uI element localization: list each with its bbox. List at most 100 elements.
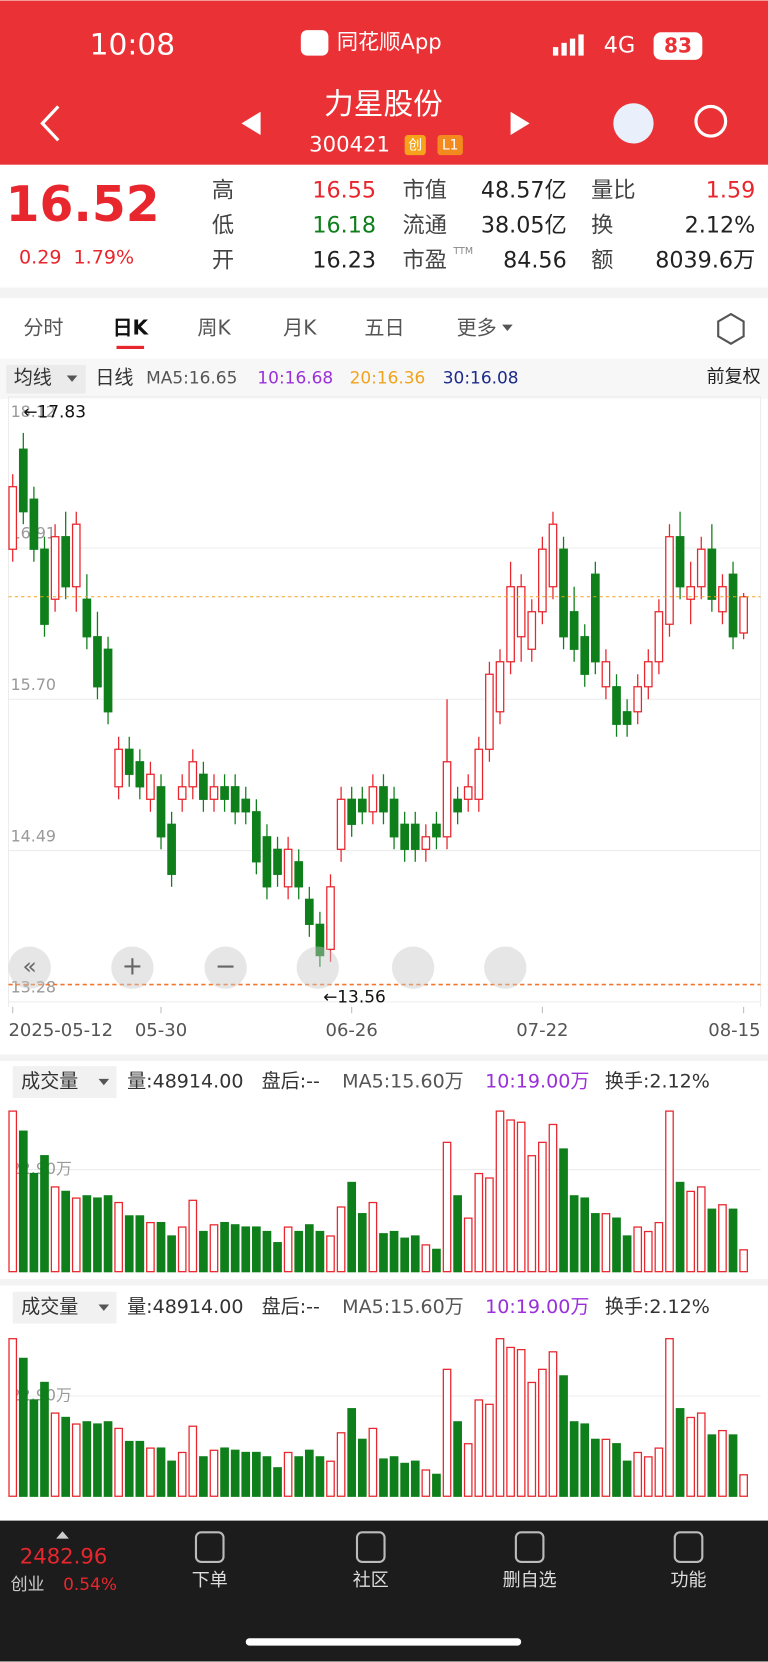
app-icon [300,30,329,56]
search-icon[interactable] [694,104,728,138]
nav-icon[interactable] [514,1531,545,1563]
home-indicator [245,1638,522,1646]
volume-bar [199,1230,208,1273]
volume-bar [474,1399,484,1497]
candle-body [559,548,568,638]
field-value: 2.12% [685,213,756,239]
candle-body [400,823,409,850]
volume-bar [82,1195,92,1273]
volume-bar [559,1375,568,1497]
tab[interactable]: 月K [283,315,317,339]
volume-bar [50,1186,60,1273]
vol-select[interactable] [12,1291,117,1324]
chart-control[interactable] [204,946,247,989]
nav-label[interactable]: 功能 [671,1570,707,1591]
tab[interactable]: 日K [112,315,149,339]
volume-bar [686,1416,696,1497]
back-button[interactable] [40,105,60,142]
y-tick-label: 15.70 [11,675,56,694]
nav-icon[interactable] [194,1531,225,1563]
network: 4G [604,33,635,59]
nav-icon[interactable] [355,1531,386,1563]
candle-body [188,761,198,788]
volume-bar [220,1447,229,1497]
volume-bar [590,1438,600,1497]
chart-control[interactable] [391,946,435,989]
volume-bar [177,1451,187,1497]
prev-stock[interactable] [241,111,261,136]
nav-icon[interactable] [673,1531,704,1563]
volume-bar [135,1215,145,1273]
candle-body [739,596,748,634]
next-stock[interactable] [510,111,530,136]
vol-arrow [98,1304,110,1311]
volume-bar [453,1195,462,1273]
change: 0.29 [19,246,61,268]
index-arrow [56,1531,69,1539]
tab[interactable]: 分时 [23,315,63,339]
volume-bar [495,1338,505,1497]
candle-body [8,486,18,550]
candle-body [442,761,452,838]
volume-bar [326,1235,335,1273]
tab[interactable]: 更多 [457,315,497,339]
volume-bar [146,1447,155,1497]
app-name: 同花顺App [337,29,442,54]
index-name: 创业 [11,1574,45,1594]
chart-control[interactable] [8,946,51,989]
volume-bar [612,1217,621,1273]
tab[interactable]: 周K [197,315,231,339]
ma-legend: 均线 [14,367,52,389]
volume-bar [357,1213,367,1273]
vol-legend: MA5:15.60万 [342,1071,464,1093]
candle-body [516,586,526,638]
badge: L1 [442,138,458,154]
volume-bar [262,1456,272,1497]
volume-bar [463,1217,473,1273]
robot-icon[interactable] [613,103,654,144]
candle-body [135,761,145,788]
volume-bar [696,1412,706,1497]
nav-label[interactable]: 社区 [353,1570,389,1591]
divider [0,1054,768,1061]
nav-label[interactable]: 下单 [192,1570,228,1591]
candle-body [718,586,727,613]
volume-bar [93,1197,102,1273]
candle-body [590,573,600,663]
candle-body [453,798,462,813]
tab[interactable]: 五日 [364,315,404,339]
candle-body [633,686,643,713]
chart-control[interactable] [111,946,154,989]
settings-icon[interactable] [717,312,745,345]
clock: 10:08 [90,27,175,62]
field-label: 市值 [403,178,447,204]
volume-bar [188,1425,198,1497]
candle-body [273,848,282,875]
volume-bar [696,1186,706,1273]
candle-body [103,648,113,713]
volume-bar [442,1141,452,1273]
battery-icon [653,32,703,60]
volume-bar [495,1110,505,1273]
vol-legend: 10:19.00万 [485,1071,589,1093]
x-tick-label: 05-30 [135,1020,187,1041]
volume-bar [675,1408,685,1497]
volume-bar [199,1456,208,1497]
volume-bar [40,1155,49,1273]
ttm: TTM [452,246,473,257]
high-label: ←17.83 [23,402,86,422]
vol-select[interactable] [12,1066,117,1098]
volume-bar [18,1130,28,1273]
volume-bar [622,1460,632,1497]
candle-body [252,811,261,863]
candle-body [643,661,653,688]
chart-control[interactable] [296,946,339,989]
candle-body [506,586,515,663]
adjust[interactable]: 前复权 [707,367,761,388]
volume-bar [633,1451,643,1497]
nav-label[interactable]: 删自选 [503,1570,557,1591]
chart-control[interactable] [484,946,527,989]
candle-body [707,548,717,600]
candle-body [612,686,621,725]
